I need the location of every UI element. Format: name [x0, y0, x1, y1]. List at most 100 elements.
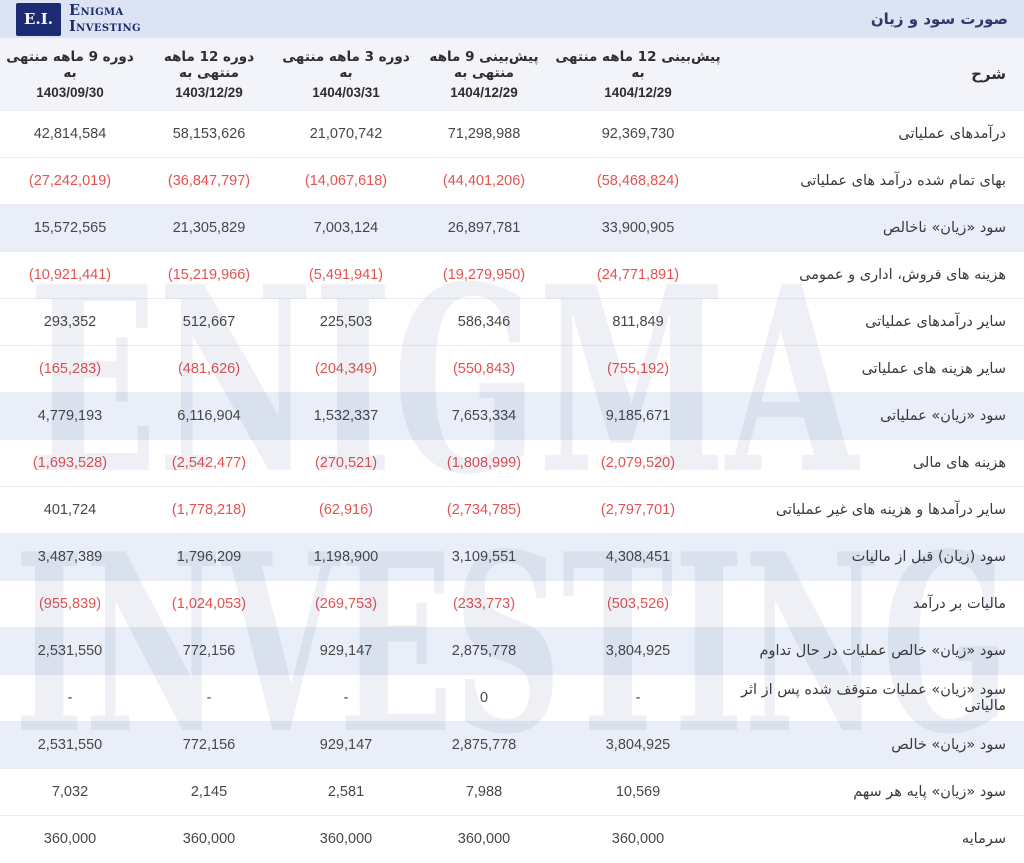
- cell-value: 7,653,334: [451, 408, 517, 424]
- table-header-row: شرح پیش‌بینی 12 ماهه منتهی به 1404/12/29 پ…: [0, 38, 1024, 111]
- cell-value: (15,219,966): [167, 267, 251, 283]
- row-label: سود «زیان» ناخالص: [882, 220, 1006, 236]
- cell-value: (955,839): [38, 596, 102, 612]
- table-row: سرمایه 360,000 360,000 360,000 360,000 360,00…: [0, 815, 1024, 863]
- cell-value: (44,401,206): [442, 173, 526, 189]
- cell-value: 293,352: [43, 314, 97, 330]
- table-row: هزینه های فروش، اداری و عمومی (24,771,891…: [0, 251, 1024, 299]
- cell-value: (19,279,950): [442, 267, 526, 283]
- cell-value: -: [635, 690, 641, 706]
- cell-value: 33,900,905: [601, 220, 675, 236]
- cell-value: 1,532,337: [313, 408, 379, 424]
- row-label: سود (زیان) قبل از مالیات: [851, 549, 1006, 565]
- cell-value: (481,626): [177, 361, 241, 377]
- cell-value: 3,487,389: [37, 549, 103, 565]
- row-label: سایر درآمدها و هزینه های غیر عملیاتی: [775, 502, 1006, 518]
- cell-value: (1,693,528): [32, 455, 108, 471]
- cell-value: (270,521): [314, 455, 378, 471]
- row-label: بهای تمام شده درآمد های عملیاتی: [800, 173, 1006, 189]
- cell-value: (269,753): [314, 596, 378, 612]
- table-row: بهای تمام شده درآمد های عملیاتی (58,468,8…: [0, 157, 1024, 205]
- row-label: سایر هزینه های عملیاتی: [861, 361, 1006, 377]
- cell-value: (1,778,218): [171, 502, 247, 518]
- cell-value: (233,773): [452, 596, 516, 612]
- table-row: سود «زیان» عملیات متوقف شده پس از اثر ما…: [0, 674, 1024, 722]
- column-header-period: پیش‌بینی 12 ماهه منتهی به 1404/12/29: [554, 38, 722, 111]
- cell-value: 360,000: [611, 831, 665, 848]
- cell-value: (2,079,520): [600, 455, 676, 471]
- column-header-description: شرح: [722, 38, 1024, 111]
- row-label: درآمدهای عملیاتی: [898, 126, 1006, 142]
- cell-value: 929,147: [319, 643, 373, 659]
- table-row: سود «زیان» خالص 3,804,925 2,875,778 929,147…: [0, 721, 1024, 769]
- cell-value: 7,032: [51, 784, 89, 800]
- cell-value: (24,771,891): [596, 267, 680, 283]
- cell-value: (1,024,053): [171, 596, 247, 612]
- table-row: مالیات بر درآمد (503,526) (233,773) (269,75…: [0, 580, 1024, 628]
- cell-value: -: [343, 690, 349, 706]
- period-date: 1403/12/29: [175, 84, 243, 100]
- row-label: هزینه های فروش، اداری و عمومی: [799, 267, 1006, 283]
- cell-value: (755,192): [606, 361, 670, 377]
- cell-value: (36,847,797): [167, 173, 251, 189]
- column-header-period: دوره 9 ماهه منتهی به 1403/09/30: [0, 38, 140, 111]
- cell-value: 7,988: [465, 784, 503, 800]
- cell-value: 1,796,209: [176, 549, 242, 565]
- column-header-period: پیش‌بینی 9 ماهه منتهی به 1404/12/29: [414, 38, 554, 111]
- logo-wordmark-line1: Enigma: [69, 2, 124, 20]
- cell-value: -: [206, 690, 212, 706]
- cell-value: 15,572,565: [33, 220, 107, 236]
- logo-wordmark-line2: Investing: [69, 18, 141, 35]
- cell-value: 3,109,551: [451, 549, 517, 565]
- period-label: دوره 9 ماهه منتهی به: [6, 48, 134, 81]
- cell-value: 225,503: [319, 314, 373, 330]
- period-date: 1404/12/29: [604, 84, 672, 100]
- cell-value: 2,145: [190, 784, 228, 800]
- cell-value: 586,346: [457, 314, 511, 330]
- cell-value: 9,185,671: [605, 408, 671, 424]
- period-label: دوره 12 ماهه منتهی به: [163, 48, 255, 81]
- cell-value: (62,916): [318, 502, 373, 518]
- logo-monogram-icon: E.I.: [16, 2, 61, 36]
- cell-value: (204,349): [314, 361, 378, 377]
- cell-value: 3,804,925: [605, 643, 671, 659]
- period-label: پیش‌بینی 12 ماهه منتهی به: [555, 48, 721, 81]
- table-row: سود «زیان» ناخالص 33,900,905 26,897,781 7,0…: [0, 204, 1024, 252]
- cell-value: 360,000: [319, 831, 373, 848]
- enigma-logo: E.I. Enigma Investing: [16, 2, 141, 36]
- cell-value: 1,198,900: [313, 549, 379, 565]
- column-header-period: دوره 3 ماهه منتهی به 1404/03/31: [278, 38, 414, 111]
- cell-value: (1,808,999): [446, 455, 522, 471]
- cell-value: (2,734,785): [446, 502, 522, 518]
- cell-value: (550,843): [452, 361, 516, 377]
- cell-value: 26,897,781: [447, 220, 521, 236]
- row-label: هزینه های مالی: [912, 455, 1006, 471]
- cell-value: 42,814,584: [33, 126, 107, 142]
- cell-value: 58,153,626: [172, 126, 246, 142]
- cell-value: 4,308,451: [605, 549, 671, 565]
- cell-value: 811,849: [612, 314, 664, 330]
- cell-value: 21,070,742: [309, 126, 383, 142]
- row-label: سایر درآمدهای عملیاتی: [865, 314, 1006, 330]
- cell-value: 10,569: [615, 784, 661, 800]
- period-date: 1403/09/30: [36, 84, 104, 100]
- cell-value: (165,283): [38, 361, 102, 377]
- income-statement-table: شرح پیش‌بینی 12 ماهه منتهی به 1404/12/29 پ…: [0, 38, 1024, 863]
- cell-value: 4,779,193: [37, 408, 103, 424]
- cell-value: 6,116,904: [177, 408, 241, 424]
- row-label: سود «زیان» خالص: [891, 737, 1006, 753]
- cell-value: 360,000: [457, 831, 511, 848]
- cell-value: 772,156: [182, 643, 236, 659]
- page-title: صورت سود و زیان: [870, 10, 1008, 28]
- cell-value: -: [67, 690, 73, 706]
- table-row: سود «زیان» خالص عملیات در حال تداوم 3,804…: [0, 627, 1024, 675]
- period-label: دوره 3 ماهه منتهی به: [282, 48, 410, 81]
- table-row: سود «زیان» پایه هر سهم 10,569 7,988 2,581 2,…: [0, 768, 1024, 816]
- row-label: سود «زیان» پایه هر سهم: [853, 784, 1006, 800]
- period-label: پیش‌بینی 9 ماهه منتهی به: [429, 48, 539, 81]
- table-row: سود (زیان) قبل از مالیات 4,308,451 3,109,5…: [0, 533, 1024, 581]
- cell-value: (27,242,019): [28, 173, 112, 189]
- table-row: هزینه های مالی (2,079,520) (1,808,999) (270…: [0, 439, 1024, 487]
- table-row: سایر درآمدها و هزینه های غیر عملیاتی (2,7…: [0, 486, 1024, 534]
